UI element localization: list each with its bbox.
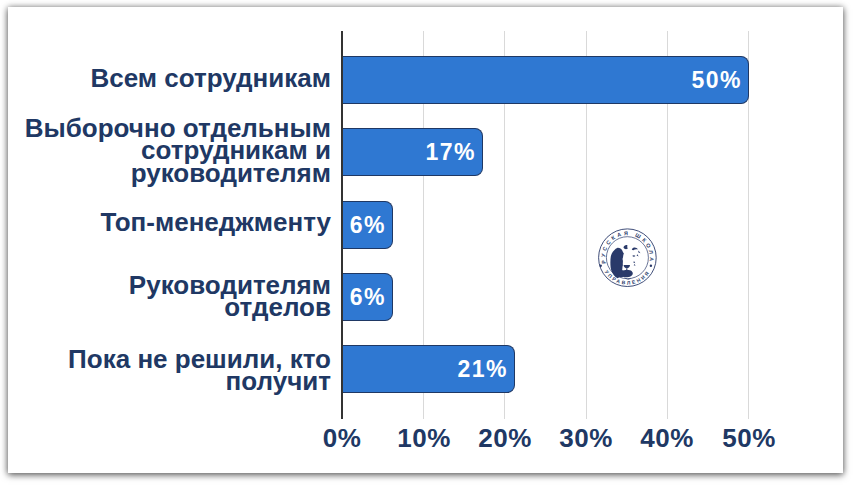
svg-text:РУССКАЯ ШКОЛА: РУССКАЯ ШКОЛА [600,230,655,264]
